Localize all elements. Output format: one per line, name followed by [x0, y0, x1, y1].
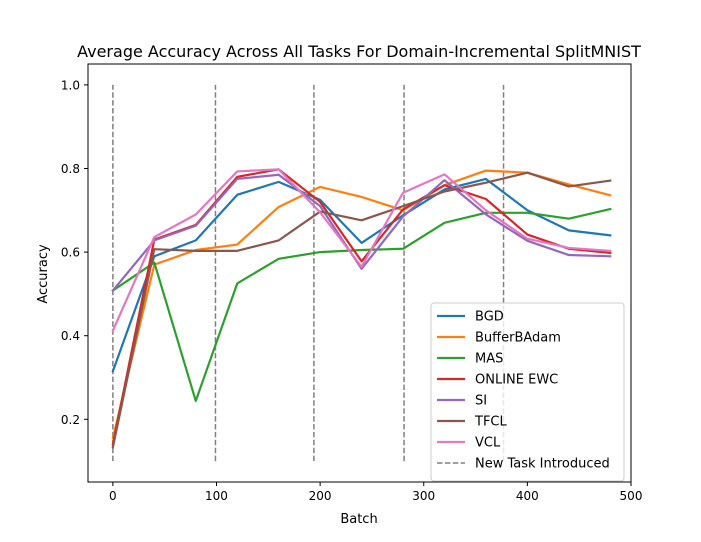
legend-label-0: BGD [475, 310, 504, 325]
chart-title: Average Accuracy Across All Tasks For Do… [77, 42, 641, 61]
x-tick-label-1: 100 [205, 489, 228, 503]
series-line-bgd [111, 177, 612, 373]
series-line-vcl [111, 168, 612, 333]
legend-label-2: MAS [475, 352, 503, 367]
legend-label-7: New Task Introduced [475, 457, 610, 472]
y-tick-label-1: 0.4 [61, 329, 80, 343]
x-tick-label-3: 300 [412, 489, 435, 503]
series-line-tfcl [111, 171, 612, 449]
series-line-mas [111, 207, 612, 403]
legend-label-5: TFCL [474, 415, 507, 430]
legend-label-3: ONLINE EWC [475, 373, 558, 388]
series-lines [111, 168, 612, 449]
legend-box [430, 302, 625, 482]
y-tick-label-0: 0.2 [61, 413, 80, 427]
legend: BGD BufferBAdam MAS ONLINE EWC SI TFCL VCL New … [430, 302, 625, 482]
series-line-si [111, 173, 612, 293]
x-tick-label-5: 500 [620, 489, 643, 503]
new-task-lines [112, 84, 505, 462]
x-axis-ticks: 0 100 200 300 400 500 [109, 482, 642, 503]
plot-frame [87, 63, 632, 483]
x-tick-label-0: 0 [109, 489, 117, 503]
y-tick-label-2: 0.6 [61, 246, 80, 260]
x-tick-label-4: 400 [516, 489, 539, 503]
y-tick-label-4: 1.0 [61, 78, 80, 92]
y-axis-ticks: 0.2 0.4 0.6 0.8 1.0 [61, 78, 88, 427]
legend-label-6: VCL [475, 436, 501, 451]
x-tick-label-2: 200 [309, 489, 332, 503]
x-axis-label: Batch [340, 512, 377, 527]
y-axis-label: Accuracy [36, 244, 51, 304]
legend-label-1: BufferBAdam [475, 331, 561, 346]
y-tick-label-3: 0.8 [61, 162, 80, 176]
legend-label-4: SI [475, 394, 487, 409]
